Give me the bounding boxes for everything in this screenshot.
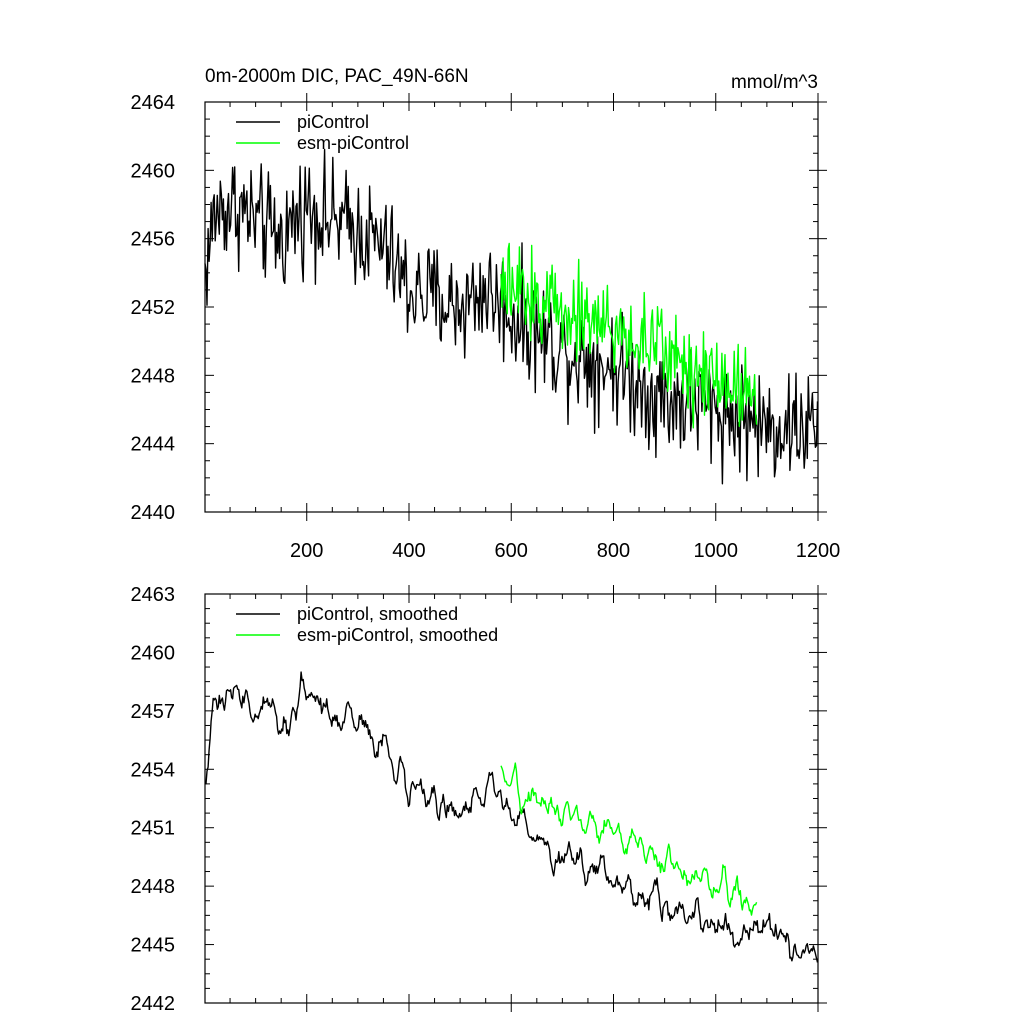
- y-tick-label: 2457: [131, 701, 176, 723]
- series-line-esm-picontrol-smoothed: [500, 762, 758, 916]
- y-tick-label: 2448: [131, 876, 176, 898]
- y-tick-label: 2460: [131, 160, 176, 182]
- series-line-picontrol: [204, 148, 819, 485]
- x-tick-label: 200: [290, 540, 323, 562]
- x-tick-label: 1200: [796, 540, 841, 562]
- chart-panel-2: 2442 2445 2448 2451 2454 2457 2460 2463 piContro…: [131, 584, 827, 1015]
- y-tick-label: 2463: [131, 584, 176, 606]
- y-tick-label: 2444: [131, 434, 176, 456]
- y-tick-label: 2452: [131, 297, 176, 319]
- chart-panel-1: 2440 2444 2448 2452 2456 2460 2464 200 400 600 800…: [131, 66, 841, 562]
- chart-units: mmol/m^3: [731, 72, 818, 93]
- chart-title: 0m-2000m DIC, PAC_49N-66N: [205, 66, 469, 87]
- plot-frame: [204, 593, 819, 1004]
- series-line-esm-picontrol: [500, 242, 758, 429]
- x-tick-label: 600: [495, 540, 528, 562]
- y-tick-label: 2442: [131, 993, 176, 1015]
- legend-label: piControl, smoothed: [297, 604, 458, 624]
- x-tick-label: 400: [392, 540, 425, 562]
- y-tick-label: 2456: [131, 229, 176, 251]
- y-tick-label: 2445: [131, 935, 176, 957]
- y-tick-label: 2440: [131, 502, 176, 524]
- x-tick-label: 800: [597, 540, 630, 562]
- legend-label: piControl: [297, 112, 369, 132]
- legend-label: esm-piControl, smoothed: [297, 625, 498, 645]
- series-line-picontrol-smoothed: [204, 671, 819, 963]
- y-tick-label: 2460: [131, 642, 176, 664]
- x-tick-label: 1000: [693, 540, 738, 562]
- y-tick-label: 2464: [131, 92, 176, 114]
- y-tick-label: 2448: [131, 365, 176, 387]
- legend-label: esm-piControl: [297, 133, 409, 153]
- y-tick-label: 2454: [131, 759, 176, 781]
- y-tick-label: 2451: [131, 818, 176, 840]
